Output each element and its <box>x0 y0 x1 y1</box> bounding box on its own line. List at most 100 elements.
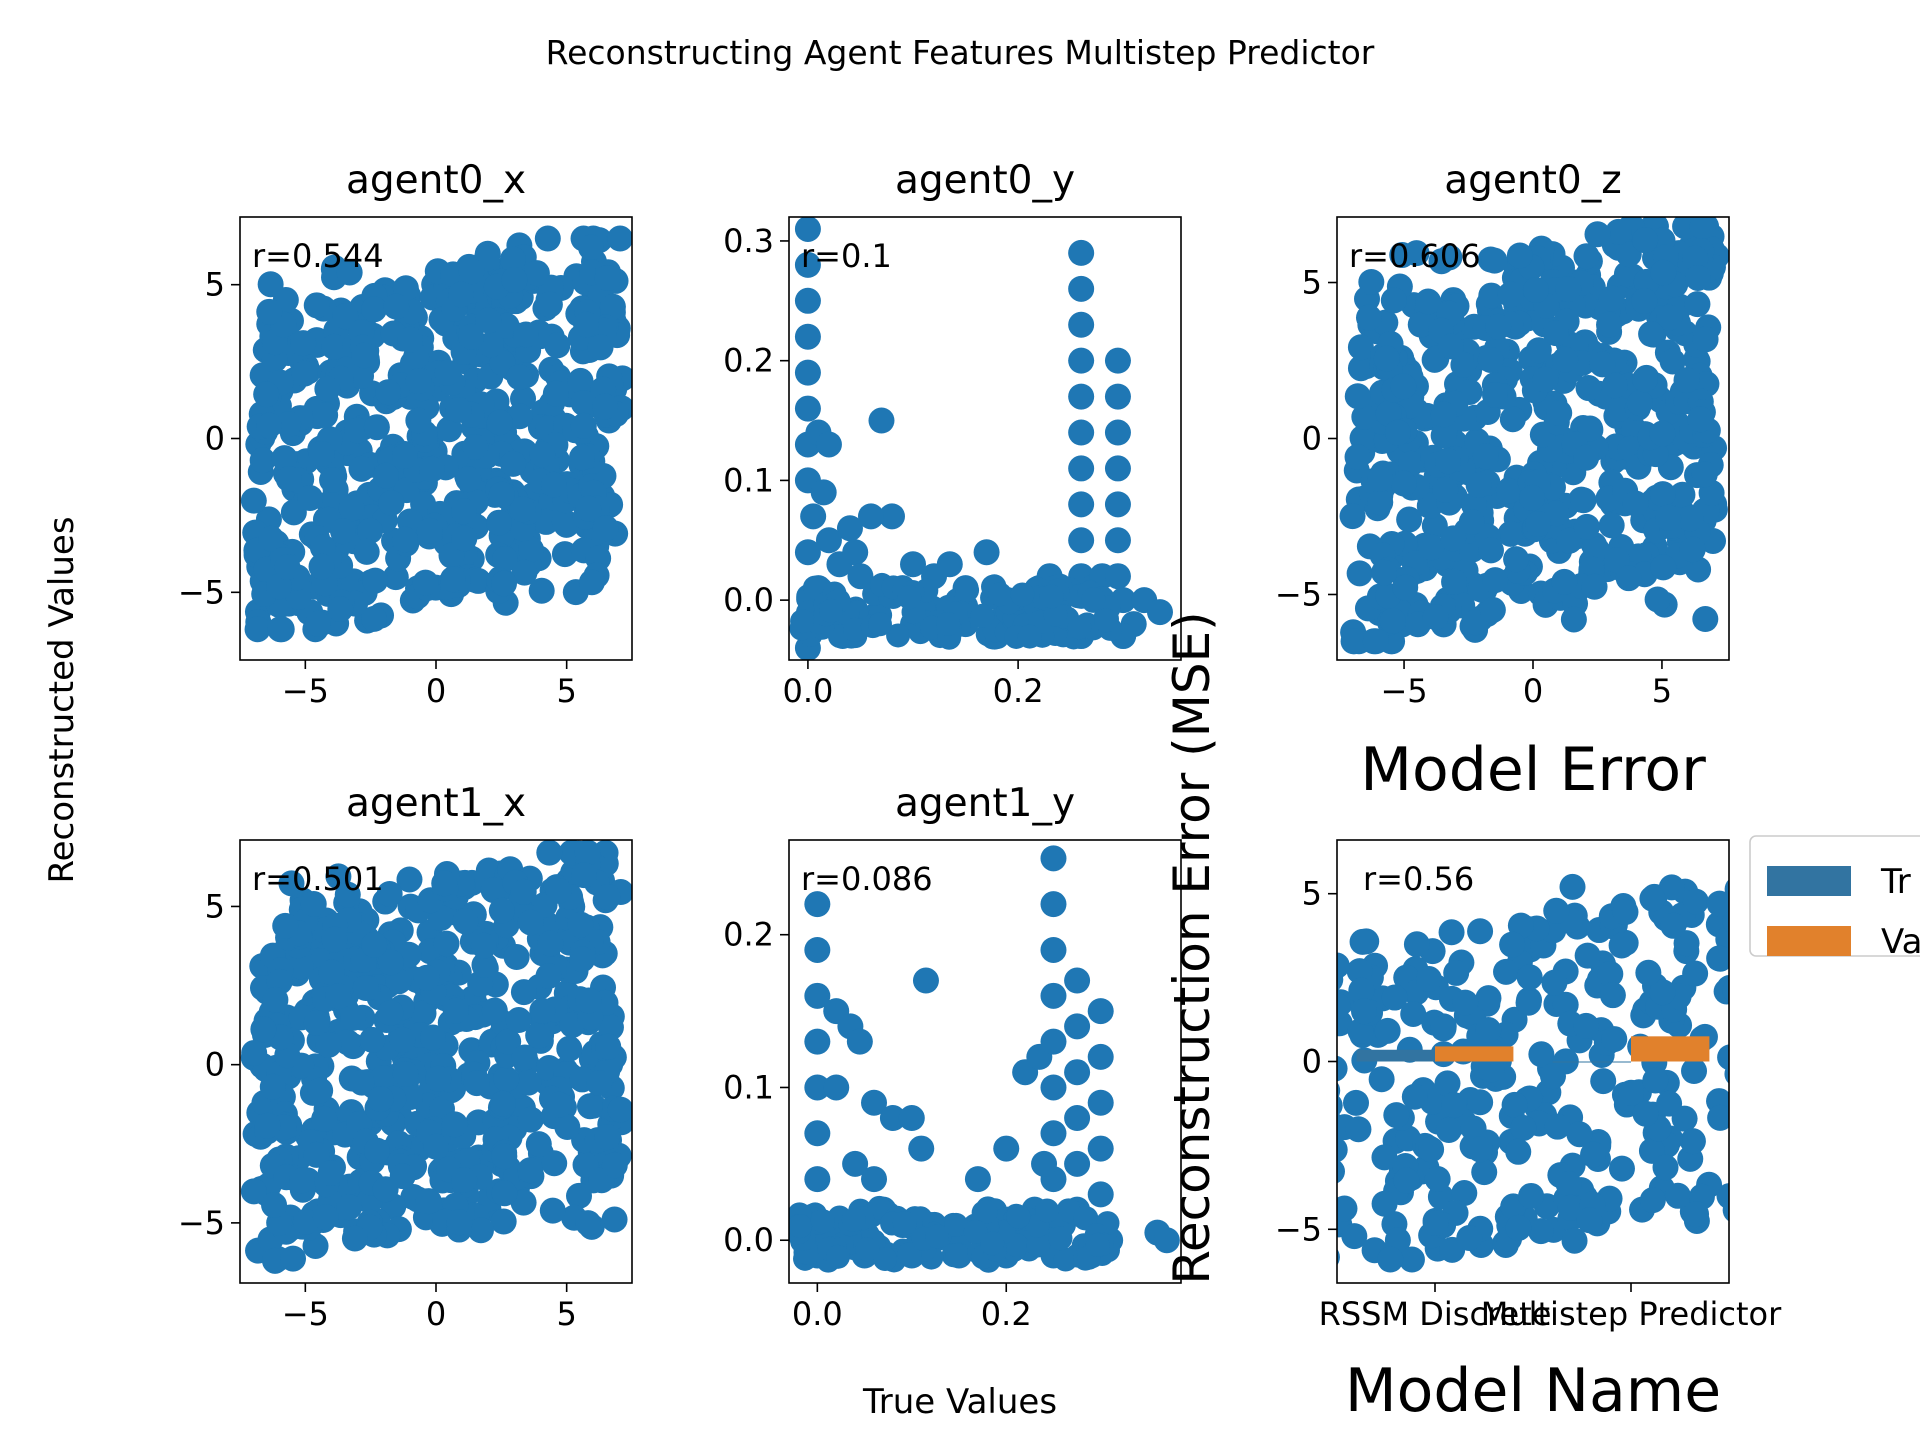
scatter-point <box>467 1217 494 1244</box>
scatter-point <box>794 251 821 278</box>
x-tick-label: 5 <box>556 1295 576 1333</box>
scatter-point <box>536 840 563 866</box>
scatter-point <box>415 1188 442 1215</box>
scatter-point <box>359 1026 386 1053</box>
scatter-point <box>1552 346 1579 373</box>
y-tick-label: 0 <box>1302 420 1322 458</box>
scatter-point <box>873 1246 898 1271</box>
scatter-point <box>1759 1046 1785 1072</box>
scatter-point <box>1741 1052 1767 1078</box>
scatter-point <box>1786 1007 1812 1033</box>
scatter-point <box>405 407 432 434</box>
scatter-point <box>1855 1159 1881 1185</box>
scatter-point <box>1722 979 1729 1002</box>
scatter-point <box>1040 891 1067 918</box>
scatter-point <box>855 1237 880 1262</box>
scatter-point <box>1303 945 1329 971</box>
scatter-point <box>1377 1246 1404 1273</box>
scatter-point <box>1270 1145 1296 1171</box>
scatter-point <box>794 323 821 350</box>
scatter-point <box>1104 383 1131 410</box>
scatter-point <box>1819 1044 1845 1070</box>
scatter-point <box>1040 982 1067 1009</box>
y-tick-label: 0.2 <box>723 916 774 954</box>
scatter-point <box>542 380 569 407</box>
scatter-point <box>458 323 485 350</box>
scatter-point <box>592 515 619 542</box>
scatter-point <box>249 447 276 474</box>
scatter-point <box>314 375 341 402</box>
scatter-point <box>1087 1089 1114 1116</box>
scatter-point <box>391 442 418 469</box>
scatter-point <box>275 465 302 492</box>
scatter-point <box>1805 1051 1831 1077</box>
scatter-point <box>290 330 317 357</box>
scatter-point <box>297 484 324 511</box>
scatter-point <box>319 466 346 493</box>
scatter-point <box>973 1199 998 1224</box>
scatter-point <box>363 414 390 441</box>
scatter-point <box>1267 1247 1293 1273</box>
scatter-point <box>1911 1115 1920 1141</box>
scatter-point <box>790 609 815 634</box>
figure-y-label: Reconstructed Values <box>42 516 82 883</box>
scatter-point <box>575 495 602 522</box>
scatter-point <box>594 1124 621 1151</box>
scatter-point <box>534 225 561 252</box>
scatter-point <box>1887 1108 1913 1134</box>
y-tick-label: 0 <box>205 1046 225 1084</box>
scatter-point <box>1264 968 1290 994</box>
scatter-point <box>510 878 537 905</box>
scatter-point <box>1278 1004 1304 1030</box>
scatter-point <box>321 333 348 360</box>
scatter-point <box>1642 1067 1669 1094</box>
scatter-point <box>878 503 905 530</box>
scatter-point <box>1467 918 1494 945</box>
scatter-point <box>413 964 440 991</box>
scatter-point <box>1744 986 1770 1012</box>
x-tick-label: −5 <box>282 672 329 710</box>
legend-swatch-val <box>1767 926 1851 956</box>
scatter-point <box>551 509 578 536</box>
scatter-point <box>1064 1059 1091 1086</box>
scatter-point <box>1652 1154 1679 1181</box>
scatter-point <box>1381 984 1408 1011</box>
scatter-point <box>1692 326 1719 353</box>
scatter-point <box>607 225 632 252</box>
scatter-point <box>1615 565 1642 592</box>
scatter-point <box>1064 1105 1091 1132</box>
scatter-point <box>489 1090 516 1117</box>
x-tick-label: 0 <box>426 672 446 710</box>
subplot-title: Model Error <box>1360 735 1706 805</box>
scatter-point <box>1828 960 1854 986</box>
scatter-point <box>267 616 294 643</box>
scatter-point <box>312 402 339 429</box>
scatter-point <box>1724 879 1729 899</box>
scatter-point <box>842 617 867 642</box>
scatter-point <box>481 997 508 1024</box>
scatter-point <box>1573 1012 1600 1039</box>
correlation-annotation: r=0.544 <box>252 237 384 275</box>
scatter-point <box>1660 912 1687 939</box>
scatter-point <box>1345 1116 1372 1143</box>
scatter-point <box>1631 288 1658 315</box>
scatter-point <box>1821 1009 1847 1035</box>
scatter-point <box>1793 1077 1819 1103</box>
scatter-point <box>517 909 544 936</box>
scatter-point <box>1522 277 1549 304</box>
scatter-point <box>1706 890 1729 917</box>
scatter-point <box>439 566 466 593</box>
scatter-point <box>525 1022 552 1049</box>
scatter-point <box>841 1207 866 1232</box>
scatter-point <box>445 396 472 423</box>
scatter-point <box>1415 966 1442 993</box>
scatter-point <box>1761 1225 1787 1251</box>
scatter-point <box>1752 1079 1778 1105</box>
scatter-point <box>1883 994 1909 1020</box>
scatter-point <box>506 403 533 430</box>
y-tick-label: 5 <box>205 887 225 925</box>
scatter-point <box>1658 874 1685 901</box>
scatter-point <box>1430 1015 1457 1042</box>
scatter-point <box>1438 919 1465 946</box>
